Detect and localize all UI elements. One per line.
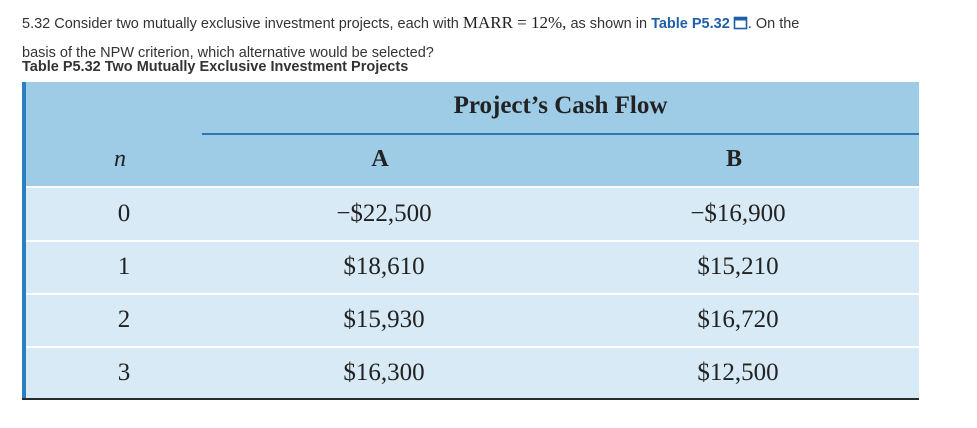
table-row: 2 $15,930 $16,720 (26, 294, 919, 348)
cell-n: 0 (117, 200, 131, 227)
table-caption: Table P5.32 Two Mutually Exclusive Inves… (22, 59, 409, 75)
problem-text-end: . On the (747, 16, 800, 32)
table-row: 3 $16,300 $12,500 (26, 347, 919, 400)
table-accent-bar (22, 82, 26, 400)
column-header-n: n (114, 146, 126, 172)
marr-expression: MARR = 12%, (462, 13, 567, 32)
problem-text-line2: basis of the NPW criterion, which altern… (22, 45, 434, 61)
cell-n: 2 (117, 306, 131, 333)
cell-b: $12,500 (697, 359, 779, 386)
row-divider (26, 346, 919, 348)
problem-statement: 5.32 Consider two mutually exclusive inv… (22, 9, 952, 67)
cell-a: −$22,500 (336, 200, 432, 227)
group-header-title: Project’s Cash Flow (453, 92, 668, 119)
table-row: 1 $18,610 $15,210 (26, 241, 919, 295)
header-divider (202, 133, 919, 135)
cell-b: $15,210 (697, 253, 779, 280)
external-window-icon[interactable] (733, 13, 748, 40)
problem-text-middle: as shown in (566, 16, 652, 32)
table-bottom-rule (22, 398, 919, 400)
problem-text-start: 5.32 Consider two mutually exclusive inv… (22, 16, 463, 32)
cell-n: 1 (117, 253, 131, 280)
column-header-b: B (725, 146, 742, 172)
cell-a: $16,300 (343, 359, 425, 386)
table-reference-label[interactable]: Table P5.32 (651, 16, 730, 32)
table-row: 0 −$22,500 −$16,900 (26, 188, 919, 242)
table-reference-link[interactable]: Table P5.32 (651, 16, 748, 32)
cell-n: 3 (117, 359, 131, 386)
column-header-a: A (371, 146, 389, 172)
cash-flow-table: Project’s Cash Flow n A B 0 −$22,500 −$1… (22, 82, 919, 400)
cell-a: $15,930 (343, 306, 425, 333)
row-divider (26, 240, 919, 242)
cell-b: −$16,900 (690, 200, 786, 227)
cell-b: $16,720 (697, 306, 779, 333)
header-bottom-rule (26, 186, 919, 188)
row-divider (26, 293, 919, 295)
cell-a: $18,610 (343, 253, 425, 280)
